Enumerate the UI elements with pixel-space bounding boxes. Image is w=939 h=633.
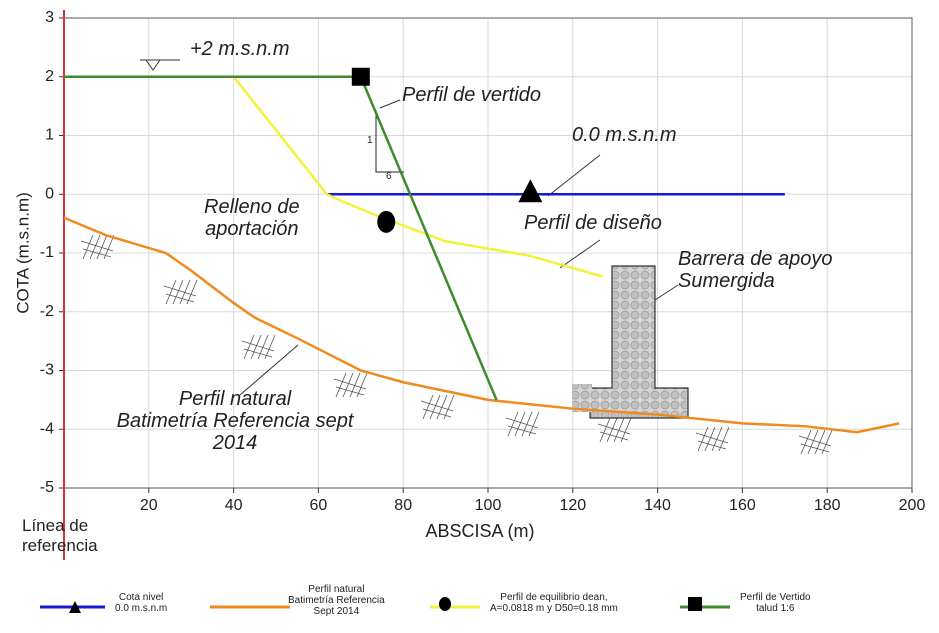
annotation: Perfil de vertido [402,84,541,106]
annotation: 1 [367,136,373,146]
x-tick-label: 80 [394,497,412,514]
chart: COTA (m.s.n.m) ABSCISA (m) -5-4-3-2-1012… [0,0,939,633]
marker [518,179,542,202]
hatch [598,418,631,442]
legend-marker [688,597,702,611]
hatch [421,395,454,419]
hatch [696,427,729,451]
marker [352,68,370,86]
x-axis-label: ABSCISA (m) [425,521,534,541]
x-tick-label: 60 [310,497,328,514]
x-tick-label: 160 [729,497,756,514]
annotation: Línea de referencia [22,516,98,556]
annotation: Perfil natural Batimetría Referencia sep… [85,388,385,454]
y-tick-label: 0 [45,185,54,202]
slope-triangle [376,110,404,172]
level-symbol [140,60,180,70]
annotation: Relleno de aportación [204,196,300,240]
x-tick-label: 120 [559,497,586,514]
hatch [81,235,114,259]
annotation: 0.0 m.s.n.m [572,124,676,146]
leader-line [560,240,600,268]
annotation: +2 m.s.n.m [190,38,289,60]
barrier [590,266,688,418]
x-tick-label: 100 [475,497,502,514]
x-tick-label: 140 [644,497,671,514]
annotation: 6 [386,172,392,182]
legend-label: Cota nivel 0.0 m.s.n.m [115,592,167,614]
y-tick-label: -4 [40,420,54,437]
legend-label: Perfil de Vertido talud 1:6 [740,592,811,614]
annotation: Perfil de diseño [524,212,662,234]
y-tick-label: 1 [45,127,54,144]
y-tick-label: -1 [40,244,54,261]
y-tick-label: 3 [45,9,54,26]
annotation: Barrera de apoyo Sumergida [678,248,833,292]
y-tick-label: -2 [40,303,54,320]
y-tick-label: 2 [45,68,54,85]
x-tick-label: 200 [899,497,926,514]
leader-line [380,100,400,108]
leader-line [548,155,600,196]
legend-marker [439,597,451,611]
y-tick-label: -3 [40,362,54,379]
hatch [506,412,539,436]
x-tick-label: 20 [140,497,158,514]
hatch [164,280,197,304]
legend-label: Perfil de equilibrio dean, A=0.0818 m y … [490,592,618,614]
legend-label: Perfil natural Batimetría Referencia Sep… [288,584,385,617]
leader-line [655,285,678,300]
marker [377,211,395,233]
x-tick-label: 40 [225,497,243,514]
x-tick-label: 180 [814,497,841,514]
hatch [242,335,275,359]
y-axis-label: COTA (m.s.n.m) [13,192,32,314]
y-tick-label: -5 [40,479,54,496]
